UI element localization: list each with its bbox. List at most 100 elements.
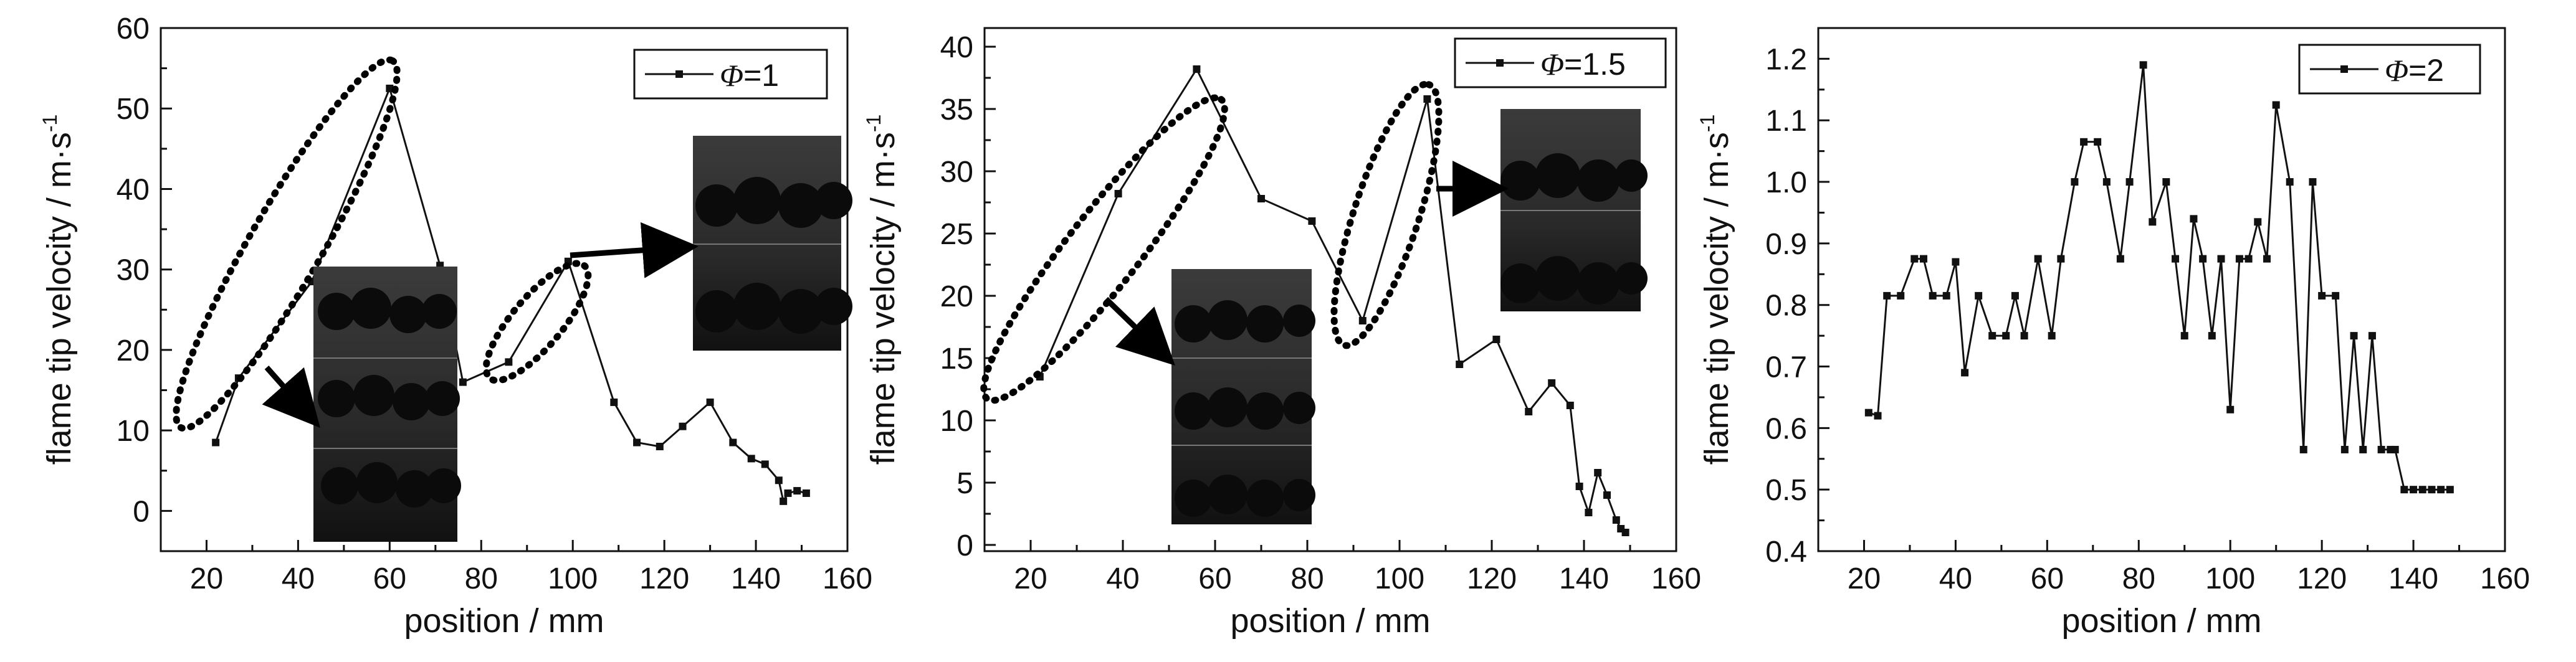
y-axis-label: flame tip velocity / m·s-1 — [862, 115, 902, 465]
data-point — [1864, 409, 1872, 417]
x-tick-label: 140 — [1559, 562, 1609, 595]
flame-photo-inset — [1500, 109, 1648, 311]
dotted-ellipse-annotation — [1330, 80, 1443, 349]
x-tick-label: 160 — [1651, 562, 1701, 595]
dotted-ellipse-annotation — [173, 56, 401, 432]
data-point — [2172, 255, 2180, 263]
data-point — [2272, 101, 2280, 109]
data-point — [1929, 291, 1937, 300]
x-axis-label: position / mm — [1230, 602, 1430, 640]
flame-photo-inset — [1171, 269, 1315, 524]
legend-symbol: Φ — [2385, 53, 2408, 88]
series-layer — [1864, 61, 2454, 494]
legend: Φ=2 — [2298, 44, 2481, 95]
data-point — [729, 438, 737, 447]
y-tick-label: 1.1 — [1765, 105, 1807, 138]
data-point — [2125, 178, 2134, 186]
data-point — [1492, 336, 1500, 343]
data-point — [656, 443, 664, 450]
svg-text:Φ=1.5: Φ=1.5 — [1540, 47, 1626, 82]
data-point — [2071, 178, 2079, 186]
data-point — [1575, 483, 1583, 490]
data-point — [2235, 255, 2243, 263]
data-point — [2400, 486, 2408, 494]
axes: 20 40 60 80 100 120 140 160 0 10 20 30 40 50 60 positio… — [39, 12, 872, 640]
y-tick-label: 0.8 — [1765, 290, 1807, 323]
data-point — [2428, 486, 2436, 494]
y-tick-label: 40 — [117, 173, 150, 206]
legend-marker — [1496, 59, 1504, 67]
data-point — [1942, 291, 1950, 300]
data-point — [1961, 369, 1969, 377]
y-tick-label: 5 — [956, 467, 973, 500]
flame-photo-inset — [313, 267, 461, 542]
data-point — [2116, 255, 2124, 263]
legend-marker — [2340, 65, 2348, 73]
data-point — [2180, 332, 2188, 340]
data-point — [1114, 190, 1122, 197]
y-axis-label: flame tip velocity / m·s-1 — [1696, 115, 1735, 465]
data-point — [2350, 332, 2358, 340]
data-point — [1612, 516, 1620, 524]
legend-symbol: Φ — [720, 58, 743, 93]
data-point — [1585, 509, 1593, 516]
legend-value: =1 — [743, 58, 779, 93]
data-point — [793, 487, 801, 495]
data-point — [2299, 445, 2307, 453]
data-point — [1952, 258, 1960, 266]
legend-symbol: Φ — [1540, 47, 1564, 82]
data-point — [2437, 486, 2445, 494]
data-point — [2094, 138, 2102, 146]
y-tick-label: 15 — [940, 343, 973, 376]
y-tick-label: 0.5 — [1765, 474, 1807, 507]
data-point — [505, 358, 513, 366]
x-tick-label: 140 — [731, 562, 781, 595]
x-tick-label: 40 — [282, 562, 315, 595]
data-point — [761, 460, 769, 468]
data-point — [2318, 291, 2326, 300]
data-point — [1975, 291, 1983, 300]
plot-frame — [160, 27, 849, 552]
data-point — [2418, 486, 2426, 494]
y-tick-label: 1.2 — [1765, 43, 1807, 76]
data-point — [2368, 332, 2376, 340]
y-tick-label: 30 — [940, 156, 973, 189]
x-tick-label: 160 — [823, 562, 872, 595]
legend: Φ=1.5 — [1454, 37, 1667, 88]
data-point — [1897, 291, 1905, 300]
x-tick-label: 120 — [2297, 562, 2347, 595]
x-tick-label: 80 — [2122, 562, 2155, 595]
data-point — [212, 438, 220, 447]
x-tick-label: 120 — [1467, 562, 1517, 595]
data-point — [2002, 332, 2010, 340]
x-tick-label: 20 — [1848, 562, 1881, 595]
data-point — [2208, 332, 2216, 340]
data-point — [610, 398, 618, 406]
data-point — [775, 476, 783, 485]
data-point — [2340, 445, 2349, 453]
dotted-ellipse-annotation — [980, 94, 1228, 404]
data-point — [1594, 469, 1602, 476]
series-line — [1868, 65, 2450, 491]
data-point — [2102, 178, 2111, 186]
chart-panel-phi-1-5: 20 40 60 80 100 120 140 160 0 5 10 15 20 25 30 35 40 posi… — [862, 27, 1701, 640]
x-tick-label: 80 — [1290, 562, 1324, 595]
data-point — [784, 489, 792, 497]
data-point — [2149, 218, 2157, 226]
y-tick-label: 10 — [940, 405, 973, 438]
data-point — [802, 489, 810, 497]
svg-text:Φ=1: Φ=1 — [720, 58, 779, 93]
svg-text:Φ=2: Φ=2 — [2385, 53, 2444, 88]
y-tick-label: 60 — [117, 12, 150, 45]
arrow-annotation — [1104, 296, 1175, 366]
data-point — [1883, 291, 1891, 300]
data-point — [1525, 408, 1533, 415]
x-tick-label: 100 — [2205, 562, 2255, 595]
series-layer — [1036, 65, 1629, 536]
x-tick-label: 60 — [1198, 562, 1231, 595]
data-point — [2080, 138, 2088, 146]
legend-value: =1.5 — [1564, 47, 1626, 82]
data-point — [633, 438, 641, 447]
data-point — [780, 497, 788, 505]
